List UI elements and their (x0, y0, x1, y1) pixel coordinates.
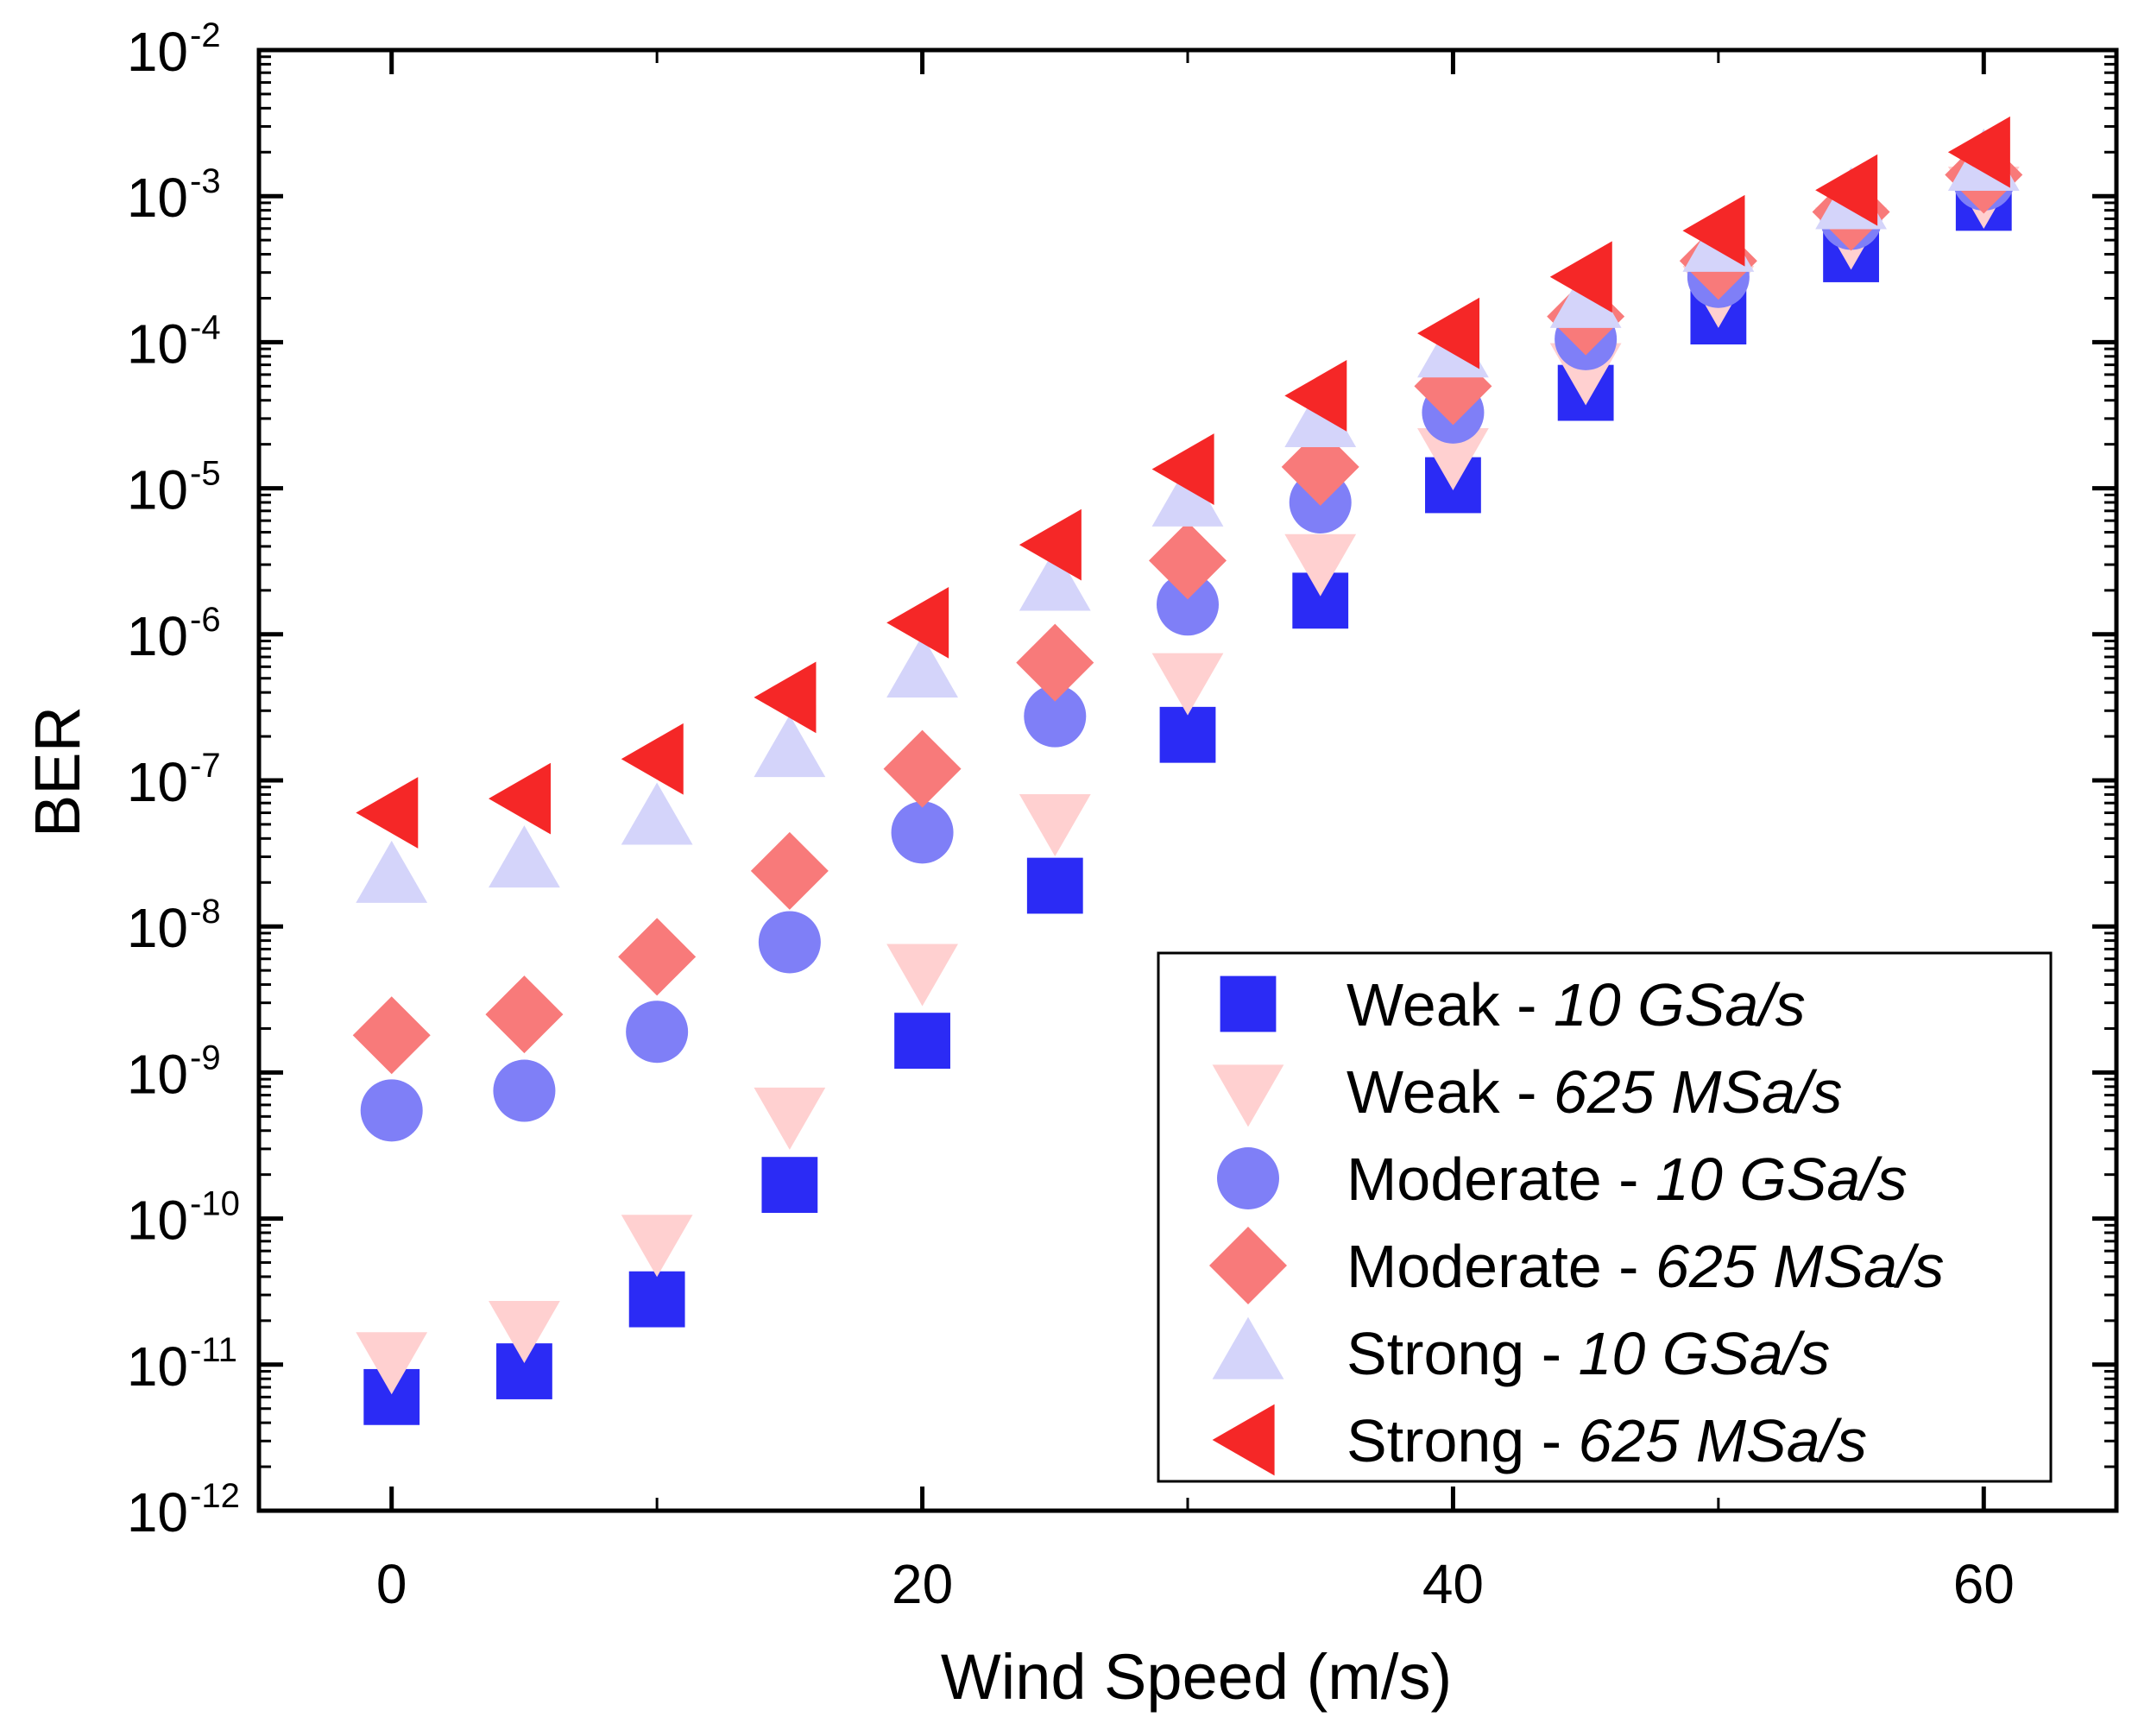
x-tick-label: 60 (1953, 1553, 2015, 1615)
legend-marker (1209, 1227, 1287, 1304)
legend-label: Moderate - 10 GSa/s (1346, 1146, 1908, 1213)
data-point (1149, 521, 1227, 600)
data-point (1417, 428, 1489, 491)
legend-label: Moderate - 625 MSa/s (1346, 1233, 1945, 1300)
y-tick-label: 10 (127, 1335, 188, 1398)
y-tick-exponent: -8 (190, 893, 221, 931)
data-point (754, 1087, 826, 1150)
data-point (356, 777, 419, 849)
data-point (1815, 154, 1878, 226)
data-point (621, 1215, 693, 1278)
x-axis-title: Wind Speed (m/s) (941, 1641, 1452, 1713)
legend-marker (1220, 975, 1277, 1032)
y-tick-exponent: -3 (190, 162, 221, 200)
data-point (886, 635, 958, 698)
legend-marker (1212, 1404, 1275, 1476)
data-point (1947, 116, 2010, 188)
y-tick-label: 10 (127, 21, 188, 83)
data-point (1682, 194, 1745, 267)
data-point (754, 661, 817, 734)
legend-label: Weak - 625 MSa/s (1346, 1058, 1843, 1126)
data-point (621, 723, 684, 795)
y-tick-label: 10 (127, 1043, 188, 1105)
legend-marker (1217, 1147, 1279, 1209)
data-point (621, 782, 693, 845)
y-tick-exponent: -2 (190, 16, 221, 54)
data-point (360, 1079, 423, 1142)
data-point (758, 911, 821, 974)
x-tick-label: 20 (892, 1553, 953, 1615)
data-point (761, 1157, 818, 1214)
legend-label: Strong - 625 MSa/s (1346, 1407, 1867, 1474)
y-tick-label: 10 (127, 1481, 188, 1543)
y-tick-exponent: -6 (190, 601, 221, 639)
data-point (1151, 464, 1224, 527)
y-tick-label: 10 (127, 312, 188, 375)
y-tick-exponent: -5 (190, 455, 221, 493)
data-point (1019, 508, 1082, 581)
y-tick-exponent: -9 (190, 1038, 221, 1076)
y-axis-title: BER (22, 706, 93, 837)
x-axis-ticks: 0 20 40 60 (376, 50, 2015, 1615)
y-tick-label: 10 (127, 459, 188, 521)
legend-marker (1212, 1316, 1284, 1379)
data-point (1157, 573, 1219, 636)
data-point (1281, 427, 1359, 506)
data-point (1019, 548, 1091, 611)
y-tick-label: 10 (127, 1190, 188, 1252)
y-tick-exponent: -4 (190, 308, 221, 346)
legend-label: Strong - 10 GSa/s (1346, 1320, 1830, 1387)
data-point (891, 801, 954, 864)
legend-marker (1212, 1064, 1284, 1127)
y-tick-exponent: -7 (190, 747, 221, 785)
data-point (1549, 241, 1612, 313)
y-tick-label: 10 (127, 751, 188, 813)
data-points (352, 116, 2023, 1425)
data-point (618, 918, 697, 996)
data-point (754, 715, 826, 778)
series-6 (356, 116, 2010, 849)
y-tick-exponent: -10 (190, 1185, 240, 1223)
data-point (356, 840, 428, 903)
y-tick-exponent: -12 (190, 1477, 240, 1515)
data-point (628, 1271, 685, 1328)
legend-label: Weak - 10 GSa/s (1346, 971, 1806, 1038)
data-point (894, 1013, 950, 1070)
data-point (489, 762, 552, 835)
y-tick-label: 10 (127, 167, 188, 229)
data-point (356, 1332, 428, 1395)
y-tick-label: 10 (127, 605, 188, 667)
x-tick-label: 0 (376, 1553, 407, 1615)
data-point (1019, 794, 1091, 857)
data-point (1417, 297, 1480, 369)
data-point (626, 1001, 689, 1064)
data-point (1024, 685, 1087, 748)
data-point (493, 1059, 556, 1122)
x-tick-label: 40 (1422, 1553, 1484, 1615)
data-point (886, 587, 949, 659)
data-point (489, 1301, 560, 1364)
data-point (1284, 360, 1347, 432)
data-point (750, 831, 829, 910)
data-point (1016, 623, 1094, 702)
data-point (1159, 706, 1216, 763)
y-tick-exponent: -11 (190, 1331, 237, 1369)
data-point (1151, 433, 1214, 505)
data-point (485, 975, 564, 1054)
y-tick-label: 10 (127, 897, 188, 959)
data-point (886, 944, 958, 1007)
data-point (1151, 653, 1224, 716)
data-point (1284, 533, 1357, 597)
data-point (1026, 857, 1083, 914)
data-point (489, 825, 560, 888)
data-point (352, 996, 431, 1075)
legend-box (1157, 951, 2053, 1483)
data-point (883, 729, 962, 808)
legend: Weak - 10 GSa/s Weak - 625 MSa/s Moderate … (1157, 951, 2053, 1483)
